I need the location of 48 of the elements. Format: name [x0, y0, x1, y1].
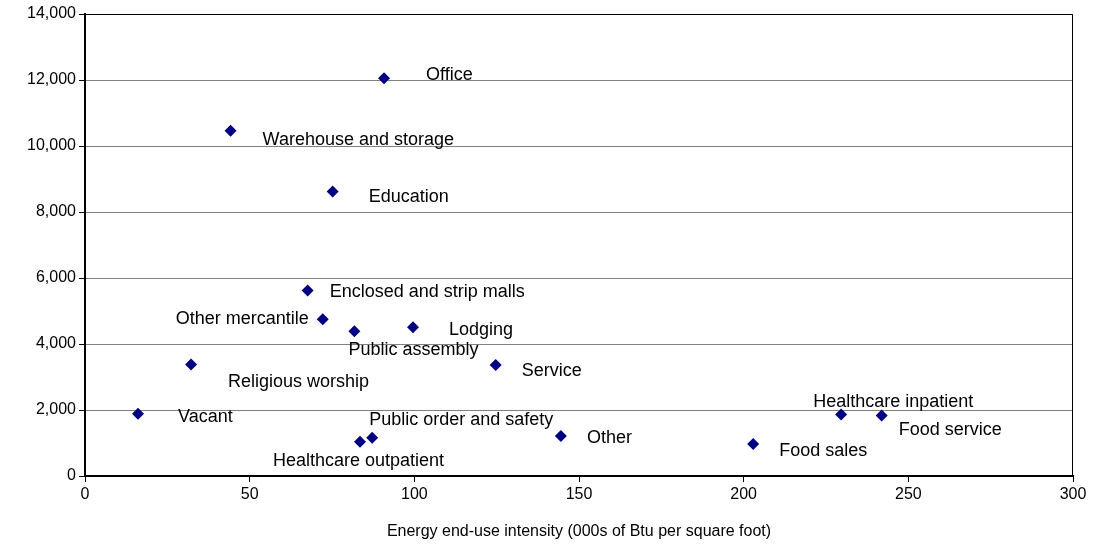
- y-tick-label: 0: [67, 466, 77, 484]
- point: [185, 358, 198, 371]
- point: [132, 407, 145, 420]
- series-label: Vacant: [178, 405, 233, 426]
- text: Office: [426, 64, 473, 85]
- point: [316, 313, 329, 326]
- point: [224, 124, 237, 137]
- y-tick-label: 4,000: [35, 334, 77, 352]
- x-tick-label: 0: [80, 485, 90, 503]
- series-label: Service: [521, 360, 582, 381]
- series-label: Other mercantile: [175, 308, 309, 329]
- series-label: Warehouse and storage: [262, 128, 455, 149]
- x-tick-label: 200: [730, 485, 758, 503]
- point: [489, 359, 502, 372]
- point: [407, 321, 420, 334]
- x-tick-label: 150: [565, 485, 593, 503]
- x-tick-label: 100: [400, 485, 428, 503]
- series-label: Food sales: [779, 439, 868, 460]
- point: [353, 435, 366, 448]
- y-tick-label: 2,000: [35, 400, 77, 418]
- series-label: Healthcare outpatient: [272, 449, 445, 470]
- y-tick-label: 12,000: [27, 70, 77, 88]
- series-label: Other: [586, 427, 632, 448]
- series-label: Food service: [898, 418, 1002, 439]
- series-label: Healthcare inpatient: [813, 390, 974, 411]
- point: [835, 408, 848, 421]
- x-tick-label: 300: [1059, 485, 1087, 503]
- point: [326, 185, 339, 198]
- series-label: Religious worship: [228, 371, 370, 392]
- x-axis-title: Energy end-use intensity (000s of Btu per square foot): [386, 521, 772, 539]
- point: [875, 409, 888, 422]
- series-label: Education: [368, 185, 449, 206]
- series-label: Enclosed and strip malls: [329, 280, 525, 301]
- series-label: Public order and safety: [369, 408, 554, 429]
- y-tick-label: 14,000: [27, 4, 77, 22]
- point: [378, 72, 391, 85]
- series-label: Lodging: [449, 319, 514, 340]
- y-tick-label: 10,000: [27, 136, 77, 154]
- y-tick-label: 8,000: [35, 202, 77, 220]
- series-label: Public assembly: [348, 339, 479, 360]
- point: [348, 325, 361, 338]
- y-tick-label: 6,000: [35, 268, 77, 286]
- point: [366, 431, 379, 444]
- x-tick-label: 250: [894, 485, 922, 503]
- x-tick-label: 50: [240, 485, 259, 503]
- point: [554, 430, 567, 443]
- point: [301, 284, 314, 297]
- point: [747, 437, 760, 450]
